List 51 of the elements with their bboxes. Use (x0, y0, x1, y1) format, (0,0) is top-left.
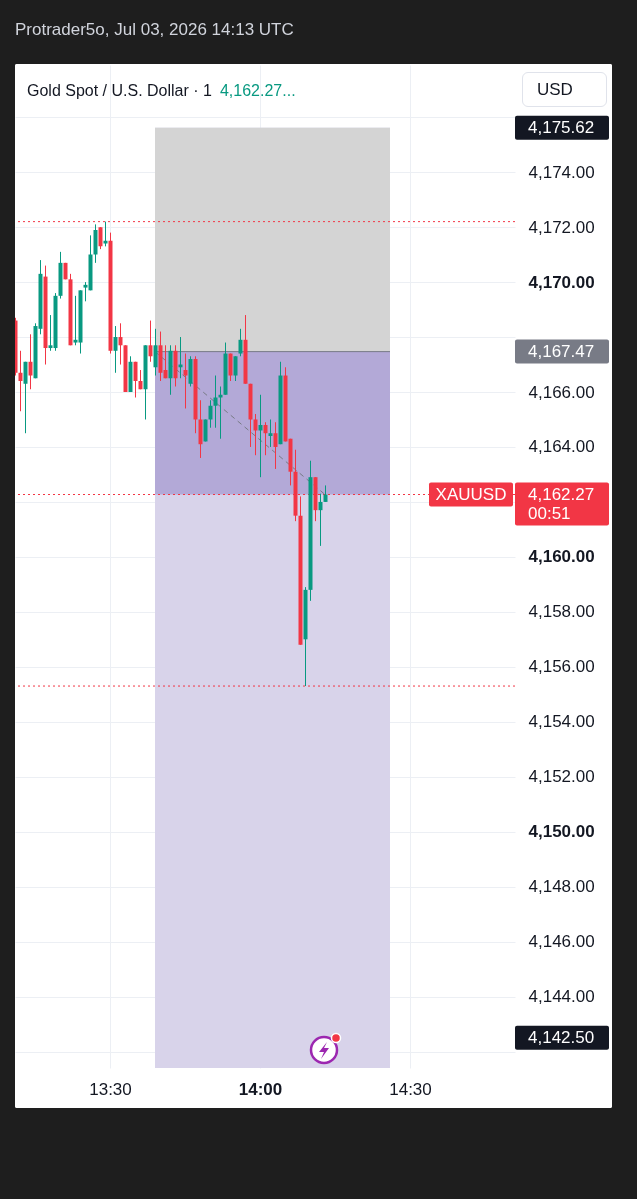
y-tick-label: 4,174.00 (528, 162, 595, 182)
candlestick (98, 226, 103, 250)
candlestick (103, 221, 108, 247)
ref-line-label: XAUUSD (435, 484, 507, 504)
y-tick-label: 4,150.00 (528, 822, 595, 842)
text: Gold Spot / U.S. Dollar · 1 (27, 82, 212, 99)
candlestick (133, 361, 138, 398)
y-tick-label: 4,146.00 (528, 932, 595, 952)
text: 00:51 (528, 503, 571, 523)
y-tick-label: 4,166.00 (528, 382, 595, 402)
candlestick (18, 350, 23, 412)
candlestick (273, 421, 278, 470)
candlestick (153, 328, 158, 377)
candlestick (263, 421, 268, 456)
y-tick-label: 4,152.00 (528, 767, 595, 787)
x-tick-label: 14:30 (389, 1079, 432, 1099)
y-tick-label: 4,167.47 (528, 341, 595, 361)
candlestick (318, 493, 323, 547)
y-tick-label: 4,170.00 (528, 272, 595, 292)
y-tick-label: 4,156.00 (528, 657, 595, 677)
x-tick-label: 13:30 (89, 1079, 132, 1099)
y-tick-label: 4,175.62 (528, 117, 595, 137)
candlestick (238, 328, 243, 357)
candlestick (228, 353, 233, 382)
candlestick (183, 353, 188, 409)
candlestick (208, 399, 213, 429)
candlestick (218, 386, 223, 440)
candlestick (213, 375, 218, 429)
y-axis-title: USD (522, 72, 607, 107)
candlestick (258, 394, 263, 478)
candlestick (23, 361, 28, 434)
candlestick (28, 333, 33, 390)
text: Protrader5o, Jul 03, 2026 14:13 UTC (15, 19, 294, 41)
candlestick (148, 320, 153, 363)
y-tick-label: 4,154.00 (528, 712, 595, 732)
y-tick-label: 4,162.27 (528, 484, 595, 504)
candlestick (113, 325, 118, 374)
y-tick-label: 4,158.00 (528, 602, 595, 622)
x-tick-label: 14:00 (238, 1079, 283, 1099)
candlestick (118, 322, 123, 366)
y-tick-label: 4,172.00 (528, 217, 595, 237)
text: 4,162.27... (219, 82, 296, 99)
y-tick-label: 4,148.00 (528, 877, 595, 897)
y-tick-label: 4,144.00 (528, 987, 595, 1007)
candlestick (253, 413, 258, 456)
candlestick (233, 355, 238, 382)
candlestick (268, 418, 273, 448)
candlestick (163, 344, 168, 379)
y-tick-label: 4,164.00 (528, 437, 595, 457)
y-tick-label: 4,142.50 (528, 1027, 595, 1047)
y-tick-label: 4,160.00 (528, 547, 595, 567)
